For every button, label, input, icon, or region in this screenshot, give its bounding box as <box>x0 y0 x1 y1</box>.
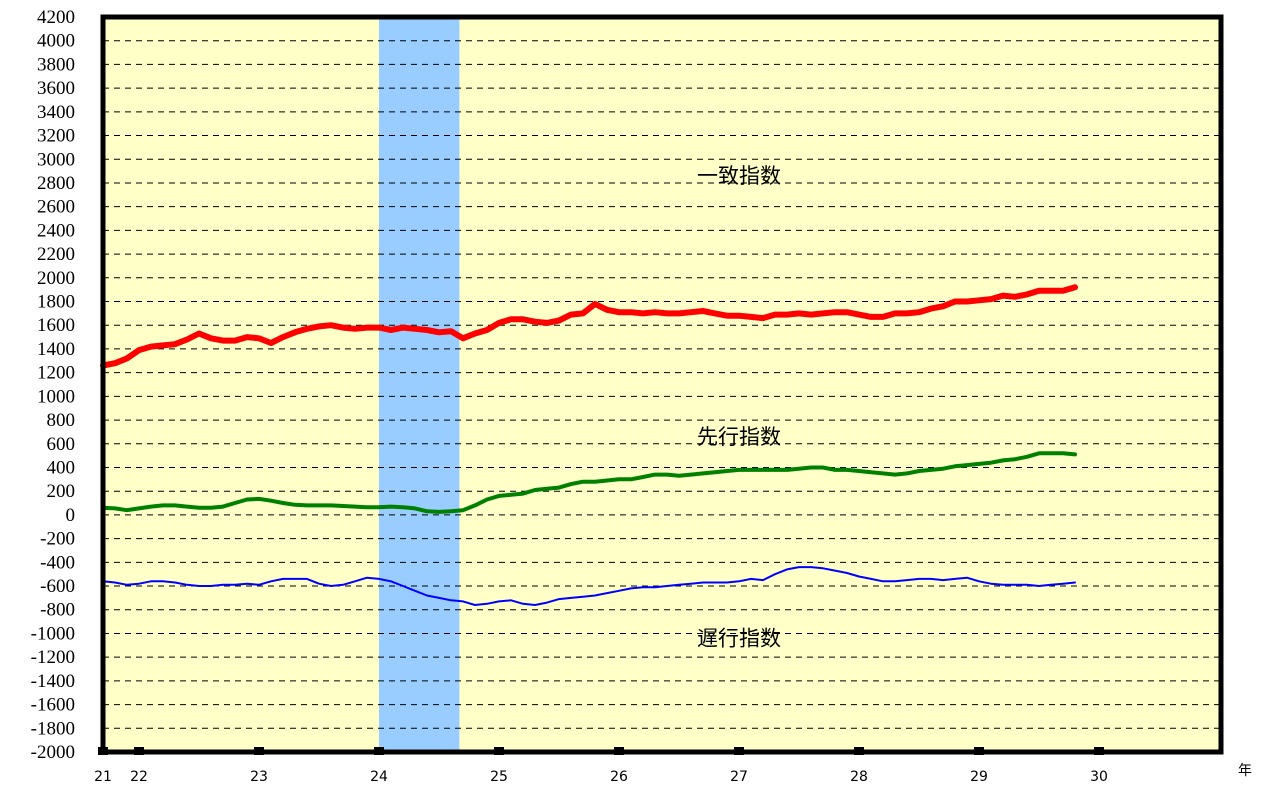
x-tick-mark <box>374 747 384 755</box>
x-tick-label: 25 <box>490 769 508 785</box>
x-tick-mark <box>98 747 108 755</box>
series-label: 先行指数 <box>697 425 781 449</box>
y-tick-label: 400 <box>47 457 76 478</box>
x-tick-label: 22 <box>130 769 148 785</box>
plot-background <box>103 17 1221 752</box>
x-tick-label: 26 <box>610 769 628 785</box>
x-tick-mark <box>1094 747 1104 755</box>
x-tick-label: 30 <box>1090 769 1108 785</box>
y-tick-label: 2600 <box>37 197 75 218</box>
y-tick-label: 4200 <box>37 7 75 28</box>
y-tick-label: 2400 <box>37 220 75 241</box>
y-tick-label: 1800 <box>37 292 75 313</box>
y-tick-label: -400 <box>40 552 75 573</box>
y-tick-label: 1400 <box>37 339 75 360</box>
y-tick-label: -800 <box>40 600 75 621</box>
series-label: 一致指数 <box>697 164 781 188</box>
x-tick-mark <box>134 747 144 755</box>
plot-frame <box>100 14 1224 755</box>
y-tick-label: 3800 <box>37 54 75 75</box>
y-tick-label: 0 <box>66 505 76 526</box>
y-tick-label: 200 <box>47 481 76 502</box>
y-tick-label: -600 <box>40 576 75 597</box>
recession-band <box>379 17 460 752</box>
x-axis: 21 22 23 24 25 26 27 28 29 30 <box>94 747 1108 785</box>
y-tick-label: 800 <box>47 410 76 431</box>
y-tick-label: 2200 <box>37 244 75 265</box>
y-tick-label: -1200 <box>31 647 75 668</box>
x-tick-label: 27 <box>730 769 748 785</box>
x-tick-mark <box>854 747 864 755</box>
series-layer <box>100 284 1078 606</box>
y-tick-label: 4000 <box>37 31 75 52</box>
y-tick-label: -1600 <box>31 695 75 716</box>
y-axis: 4200400038003600340032003000280026002400… <box>31 7 75 763</box>
x-tick-mark <box>494 747 504 755</box>
x-tick-label: 28 <box>850 769 868 785</box>
y-tick-label: 600 <box>47 434 76 455</box>
y-tick-label: 1000 <box>37 386 75 407</box>
x-tick-mark <box>254 747 264 755</box>
y-tick-label: -2000 <box>31 742 75 763</box>
y-tick-label: 3000 <box>37 149 75 170</box>
x-tick-label: 21 <box>94 769 112 785</box>
series-line <box>102 566 1076 606</box>
y-tick-label: 3400 <box>37 102 75 123</box>
x-unit-label: 年 <box>1238 763 1252 779</box>
x-tick-mark <box>614 747 624 755</box>
series-line <box>100 284 1078 369</box>
y-tick-label: -1400 <box>31 671 75 692</box>
series-label: 遅行指数 <box>697 626 781 650</box>
x-tick-mark <box>974 747 984 755</box>
y-tick-label: 2000 <box>37 268 75 289</box>
series-line <box>101 451 1077 514</box>
y-tick-label: 2800 <box>37 173 75 194</box>
x-tick-label: 29 <box>970 769 988 785</box>
y-tick-label: 1200 <box>37 363 75 384</box>
x-tick-label: 24 <box>370 769 388 785</box>
y-tick-label: 3600 <box>37 78 75 99</box>
y-tick-label: -200 <box>40 529 75 550</box>
x-tick-mark <box>734 747 744 755</box>
x-tick-label: 23 <box>250 769 268 785</box>
y-tick-label: -1000 <box>31 623 75 644</box>
y-tick-label: 3200 <box>37 126 75 147</box>
y-tick-label: -1800 <box>31 718 75 739</box>
y-tick-label: 1600 <box>37 315 75 336</box>
